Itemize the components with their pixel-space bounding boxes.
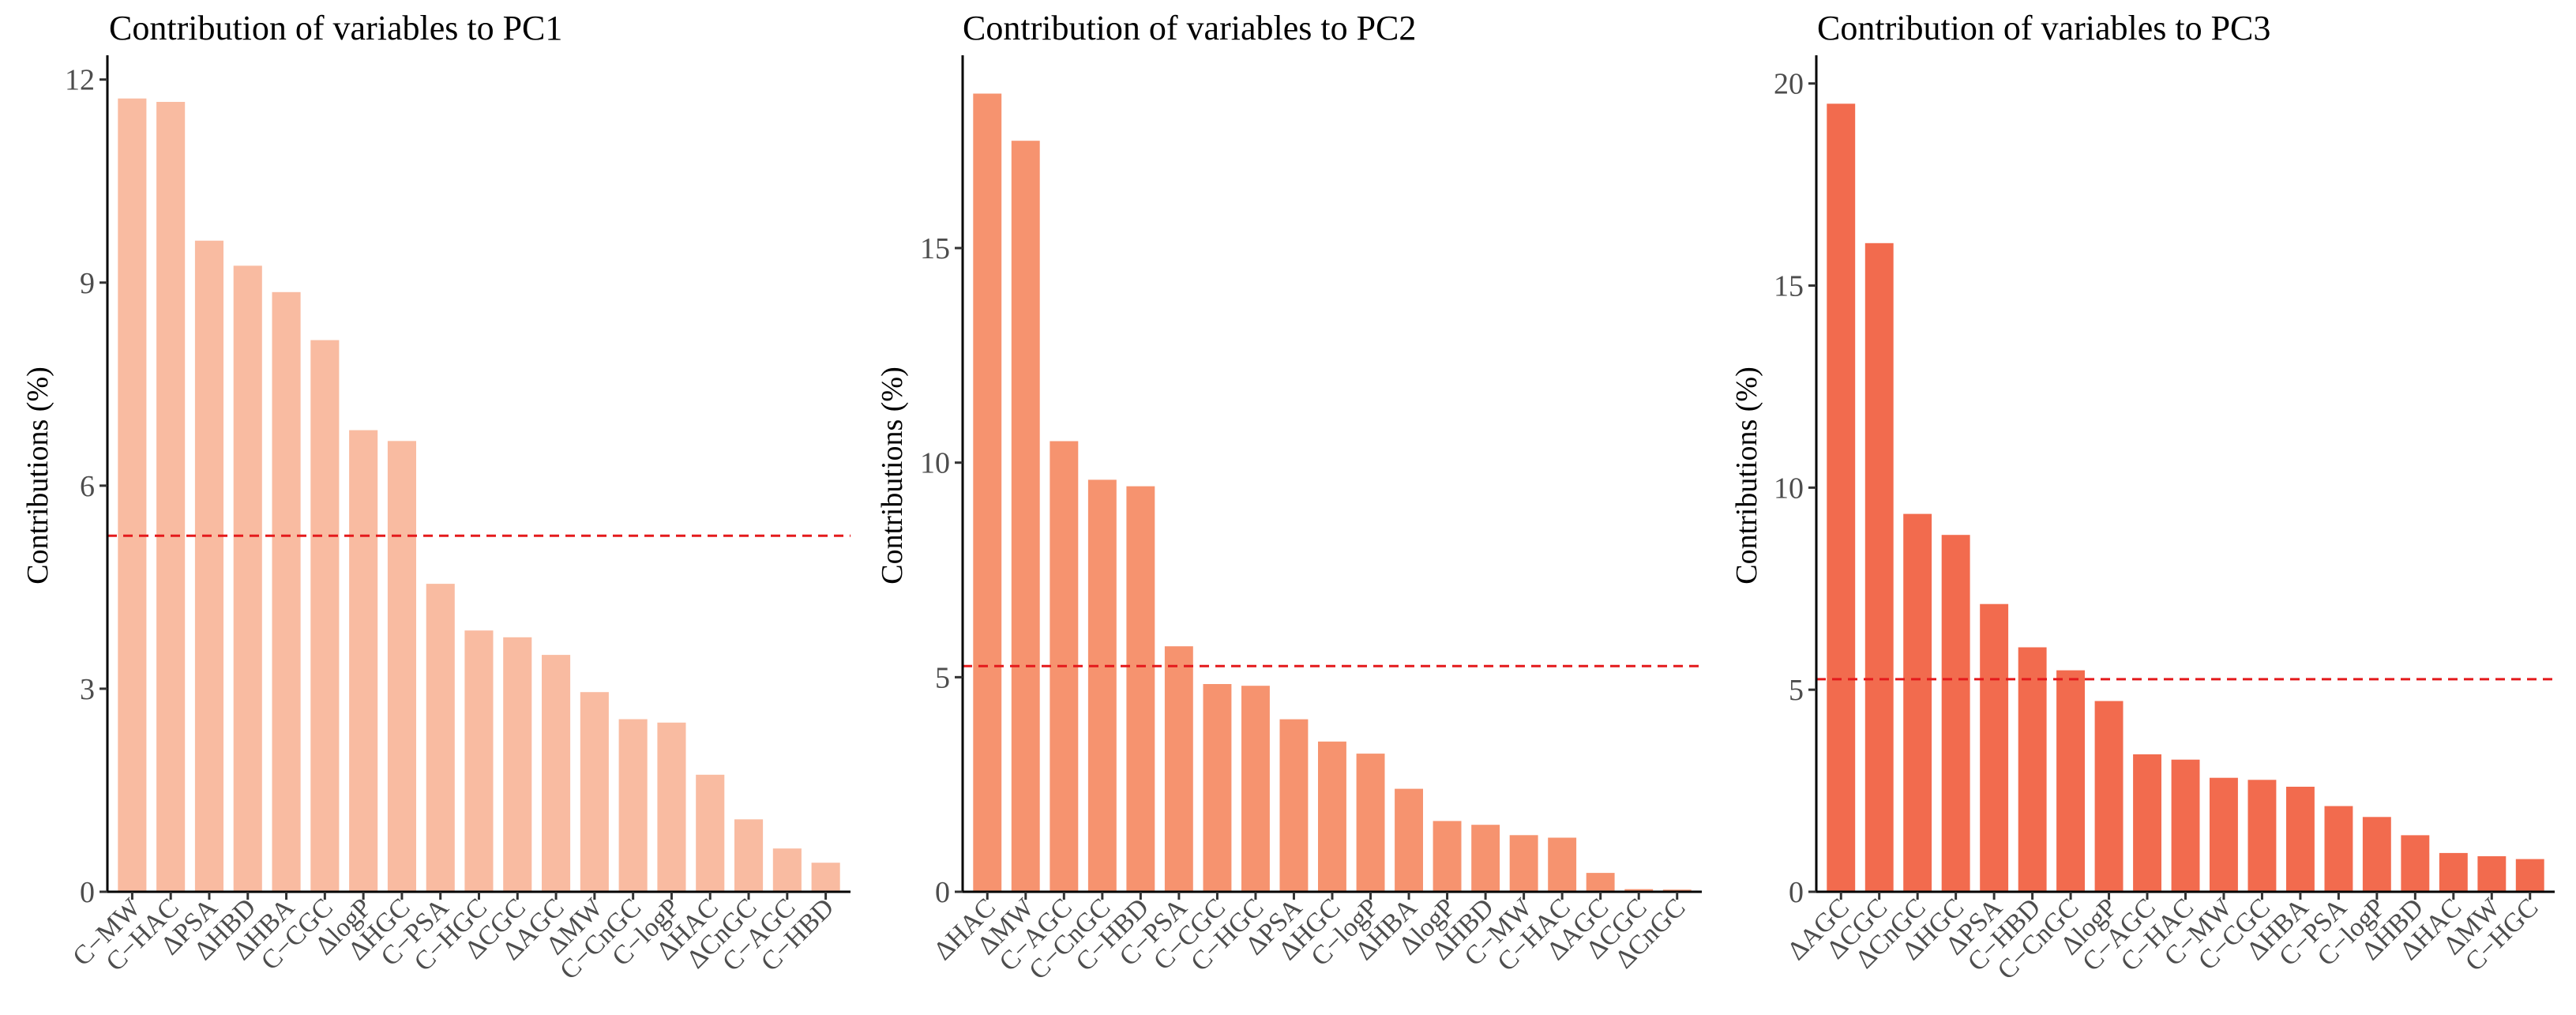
chart-title: Contribution of variables to PC3 [1817, 9, 2270, 47]
bar [1356, 754, 1385, 892]
bar [1941, 535, 1970, 892]
bar [2515, 859, 2544, 892]
bar [772, 848, 802, 892]
bar [426, 584, 455, 892]
bar [1164, 646, 1193, 892]
bar [2362, 817, 2391, 892]
bar [2477, 856, 2507, 892]
bar [2439, 852, 2468, 892]
bar [2133, 754, 2161, 892]
bar [1318, 741, 1346, 892]
bar [233, 265, 262, 892]
bar [580, 692, 609, 892]
bar [542, 655, 571, 892]
bar [1903, 513, 1932, 892]
bar [2210, 777, 2238, 892]
bar [2171, 759, 2200, 892]
chart-title: Contribution of variables to PC1 [109, 9, 562, 47]
bar [1087, 479, 1117, 892]
y-tick-label: 0 [935, 876, 950, 909]
bar [657, 722, 686, 892]
bar [2401, 835, 2430, 892]
bar [1279, 719, 1309, 892]
bar [1980, 603, 2009, 892]
y-tick-label: 12 [65, 64, 95, 97]
y-tick-label: 5 [1789, 674, 1804, 707]
chart-panel-pc2: Contribution of variables to PC2 Contribu… [876, 9, 1702, 986]
bar [2286, 787, 2315, 892]
y-tick-label: 3 [80, 673, 95, 706]
y-axis-label: Contributions (%) [876, 367, 909, 584]
bar [618, 719, 648, 892]
y-axis-label: Contributions (%) [1730, 367, 1763, 584]
y-tick-label: 15 [920, 232, 950, 265]
y-tick-label: 10 [1774, 472, 1804, 505]
bar [1011, 141, 1040, 892]
bar [1509, 835, 1538, 892]
bar [1395, 788, 1423, 892]
bar [2094, 701, 2124, 892]
chart-panel-pc3: Contribution of variables to PC3 Contribu… [1730, 9, 2555, 986]
bar [1624, 889, 1654, 892]
bar [2247, 780, 2277, 892]
y-axis-label: Contributions (%) [21, 367, 54, 584]
bar [1241, 686, 1270, 892]
chart-panel-pc1: Contribution of variables to PC1 Contribu… [21, 9, 851, 986]
y-tick-label: 0 [80, 876, 95, 909]
bar [503, 637, 532, 892]
bar [272, 291, 301, 892]
y-tick-label: 5 [935, 661, 950, 694]
bar [696, 774, 725, 892]
y-tick-label: 10 [920, 447, 950, 480]
bar [1471, 825, 1500, 892]
bar [2018, 647, 2047, 892]
y-tick-label: 6 [80, 470, 95, 503]
bar [1126, 486, 1155, 892]
bar [1548, 837, 1577, 892]
y-tick-label: 0 [1789, 876, 1804, 909]
bar [2056, 670, 2085, 892]
bar [2324, 806, 2353, 892]
bar [387, 441, 416, 892]
bar [811, 863, 840, 892]
bar [734, 819, 764, 892]
bar [1827, 103, 1856, 893]
bar [310, 340, 340, 893]
bar [1203, 684, 1232, 892]
bar [349, 430, 378, 892]
chart-title: Contribution of variables to PC2 [963, 9, 1416, 47]
y-tick-label: 15 [1774, 270, 1804, 303]
bar [1433, 821, 1462, 892]
bar [973, 93, 1002, 892]
bar [1864, 242, 1894, 892]
bar [194, 240, 223, 892]
y-tick-label: 20 [1774, 68, 1804, 101]
bar [156, 102, 186, 892]
bar [1586, 873, 1615, 892]
bar [464, 630, 494, 892]
bar [118, 98, 147, 892]
y-tick-label: 9 [80, 267, 95, 300]
